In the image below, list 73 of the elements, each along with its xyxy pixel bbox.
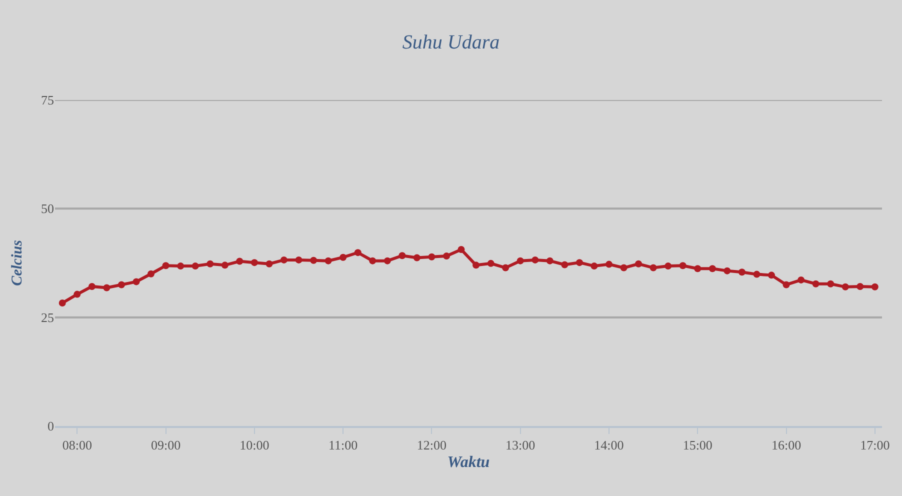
- point: [206, 260, 214, 268]
- chart-title: Suhu Udara: [402, 32, 500, 54]
- x-tick-label: 15:00: [682, 438, 712, 453]
- point: [132, 278, 140, 286]
- point: [398, 252, 406, 260]
- x-tick-label: 10:00: [240, 438, 270, 453]
- x-tick-label: 12:00: [416, 438, 447, 453]
- point: [576, 259, 583, 266]
- point: [664, 262, 672, 270]
- x-axis-title: Waktu: [447, 454, 490, 471]
- x-tick-label: 14:00: [594, 438, 624, 453]
- point: [221, 262, 228, 269]
- point: [650, 264, 657, 272]
- x-tick-label: 08:00: [62, 438, 92, 453]
- point: [694, 265, 702, 272]
- point: [250, 259, 258, 266]
- point: [280, 256, 288, 264]
- point: [472, 262, 480, 269]
- x-tick-label: 09:00: [150, 438, 181, 453]
- x-tick-label: 16:00: [771, 438, 802, 453]
- point: [842, 283, 849, 290]
- point: [516, 257, 524, 264]
- point: [812, 280, 820, 288]
- point: [88, 282, 96, 290]
- point: [148, 270, 154, 278]
- point: [384, 257, 391, 264]
- point: [738, 268, 746, 276]
- point: [443, 252, 450, 260]
- point: [798, 276, 805, 284]
- point: [324, 257, 332, 264]
- x-tick-label: 11:00: [328, 438, 358, 453]
- point: [413, 254, 420, 262]
- y-tick-label: 25: [41, 310, 54, 325]
- x-tick-label: 13:00: [506, 438, 536, 453]
- point: [118, 281, 125, 288]
- point: [827, 280, 834, 288]
- point: [605, 260, 612, 268]
- point: [620, 264, 628, 272]
- y-axis-title: Celcius: [9, 240, 26, 286]
- point: [502, 264, 510, 272]
- point: [369, 257, 376, 264]
- point: [310, 256, 318, 264]
- point: [782, 281, 790, 288]
- point: [487, 260, 494, 267]
- point: [679, 262, 686, 270]
- y-tick-label: 0: [48, 418, 54, 434]
- y-tick-label: 75: [41, 92, 54, 108]
- point: [74, 290, 81, 298]
- point: [103, 284, 110, 292]
- point: [236, 258, 244, 265]
- point: [546, 257, 554, 264]
- point: [58, 299, 66, 306]
- point: [458, 246, 465, 254]
- point: [354, 249, 362, 256]
- point: [162, 262, 170, 270]
- point: [295, 256, 302, 264]
- point: [266, 260, 273, 268]
- point: [561, 261, 568, 268]
- x-tick-label: 17:00: [860, 438, 890, 453]
- point: [192, 262, 199, 270]
- point: [768, 272, 775, 279]
- point: [532, 256, 539, 264]
- point: [856, 282, 864, 290]
- point: [428, 253, 436, 260]
- point: [590, 262, 598, 270]
- point: [340, 254, 347, 261]
- y-tick-label: 50: [41, 201, 54, 216]
- point: [753, 270, 760, 278]
- point: [708, 265, 716, 272]
- point: [177, 262, 184, 270]
- point: [635, 260, 642, 268]
- point: [724, 267, 731, 274]
- point: [871, 283, 878, 290]
